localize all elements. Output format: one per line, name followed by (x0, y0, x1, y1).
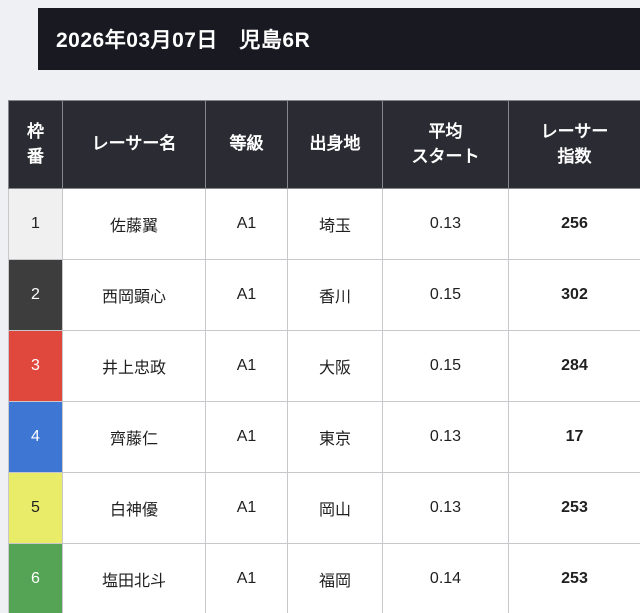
grade-cell: A1 (205, 401, 288, 473)
racer-name-cell: 塩田北斗 (62, 543, 206, 613)
grade-cell: A1 (205, 188, 288, 260)
grade-cell: A1 (205, 543, 288, 613)
race-entry-table: 枠 番 レーサー名 等級 出身地 平均 スタート レーサー 指数 1 佐藤翼 A… (8, 100, 640, 613)
avg-start-cell: 0.13 (382, 472, 509, 544)
grade-cell: A1 (205, 259, 288, 331)
frame-number-cell: 2 (8, 259, 63, 331)
avg-start-cell: 0.15 (382, 330, 509, 402)
avg-start-cell: 0.15 (382, 259, 509, 331)
racer-index-cell: 302 (508, 259, 640, 331)
table-row: 5 白神優 A1 岡山 0.13 253 (8, 472, 640, 544)
racer-name-cell: 西岡顕心 (62, 259, 206, 331)
table-row: 6 塩田北斗 A1 福岡 0.14 253 (8, 543, 640, 613)
table-row: 1 佐藤翼 A1 埼玉 0.13 256 (8, 188, 640, 260)
racer-name-cell: 井上忠政 (62, 330, 206, 402)
table-row: 3 井上忠政 A1 大阪 0.15 284 (8, 330, 640, 402)
avg-start-cell: 0.13 (382, 401, 509, 473)
col-header-racer-name: レーサー名 (62, 100, 206, 189)
racer-index-cell: 17 (508, 401, 640, 473)
racer-index-cell: 256 (508, 188, 640, 260)
col-header-racer-index: レーサー 指数 (508, 100, 640, 189)
racer-name-cell: 齊藤仁 (62, 401, 206, 473)
frame-number-cell: 6 (8, 543, 63, 613)
table-header-row: 枠 番 レーサー名 等級 出身地 平均 スタート レーサー 指数 (8, 100, 640, 189)
racer-index-cell: 284 (508, 330, 640, 402)
grade-cell: A1 (205, 330, 288, 402)
racer-index-cell: 253 (508, 543, 640, 613)
grade-cell: A1 (205, 472, 288, 544)
race-header-bar: 2026年03月07日 児島6R (38, 8, 640, 70)
col-header-grade: 等級 (205, 100, 288, 189)
table-row: 2 西岡顕心 A1 香川 0.15 302 (8, 259, 640, 331)
origin-cell: 埼玉 (287, 188, 383, 260)
avg-start-cell: 0.14 (382, 543, 509, 613)
race-title: 2026年03月07日 児島6R (56, 29, 311, 52)
origin-cell: 東京 (287, 401, 383, 473)
racer-name-cell: 佐藤翼 (62, 188, 206, 260)
avg-start-cell: 0.13 (382, 188, 509, 260)
col-header-avg-start: 平均 スタート (382, 100, 509, 189)
origin-cell: 大阪 (287, 330, 383, 402)
col-header-origin: 出身地 (287, 100, 383, 189)
frame-number-cell: 1 (8, 188, 63, 260)
table-row: 4 齊藤仁 A1 東京 0.13 17 (8, 401, 640, 473)
racer-name-cell: 白神優 (62, 472, 206, 544)
frame-number-cell: 3 (8, 330, 63, 402)
origin-cell: 福岡 (287, 543, 383, 613)
racer-index-cell: 253 (508, 472, 640, 544)
origin-cell: 香川 (287, 259, 383, 331)
frame-number-cell: 4 (8, 401, 63, 473)
frame-number-cell: 5 (8, 472, 63, 544)
col-header-frame: 枠 番 (8, 100, 63, 189)
origin-cell: 岡山 (287, 472, 383, 544)
